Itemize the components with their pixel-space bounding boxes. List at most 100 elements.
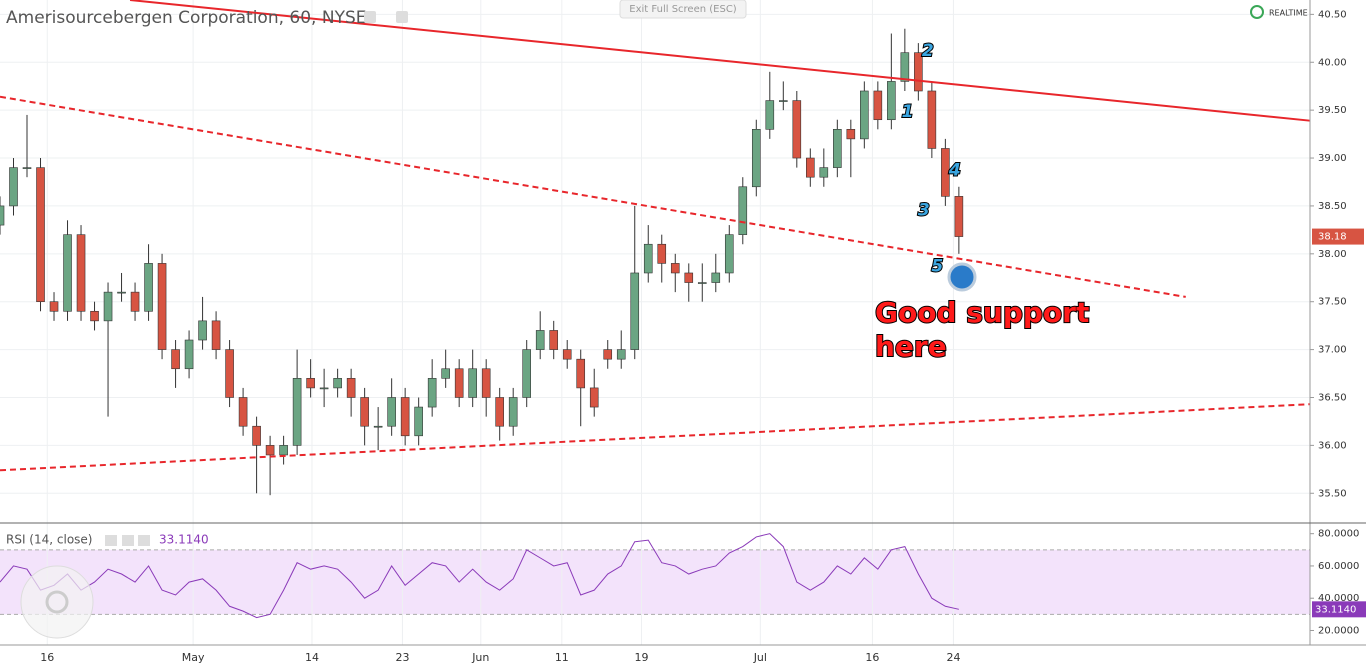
candle-body [576, 358, 586, 389]
x-tick-label: 23 [395, 651, 409, 664]
y-tick-label: 39.50 [1318, 105, 1347, 116]
candle-body [144, 263, 153, 312]
exit-button[interactable] [619, 0, 747, 19]
navigation-control[interactable] [20, 565, 94, 639]
candle-body [873, 90, 883, 121]
candle-body [49, 301, 59, 312]
candle-body [265, 445, 275, 456]
last-price-tag [1312, 228, 1364, 245]
candle-body [508, 397, 518, 427]
candle-body [319, 387, 329, 390]
candle-body [481, 368, 491, 398]
candle-body [792, 100, 802, 159]
candle-body [603, 349, 613, 360]
candle-body [427, 378, 437, 408]
settings-icon[interactable] [396, 11, 408, 23]
candle-body [103, 291, 113, 322]
y-tick-label: 38.00 [1318, 249, 1347, 260]
y-tick-label: 38.50 [1318, 201, 1347, 212]
x-tick-label: 11 [555, 651, 569, 664]
settings-icon[interactable] [364, 11, 376, 23]
candle-body [630, 272, 640, 350]
y-tick-label: 36.00 [1318, 440, 1347, 451]
candle-body [684, 272, 694, 283]
rsi-title: RSI (14, close) [6, 533, 92, 547]
y-tick-label: 39.00 [1318, 153, 1347, 164]
candle-body [400, 397, 410, 437]
candle-body [697, 282, 707, 284]
x-tick-label: May [182, 651, 205, 664]
y-tick-label: 80.0000 [1318, 529, 1359, 540]
candle-body [778, 100, 788, 102]
candle-body [292, 378, 302, 446]
settings-icon[interactable] [105, 535, 117, 546]
grid [0, 0, 1310, 645]
candle-body [724, 234, 734, 274]
candle-body [522, 349, 532, 398]
x-tick-label: 19 [634, 651, 648, 664]
y-tick-label: 37.50 [1318, 297, 1347, 308]
y-tick-label: 60.0000 [1318, 561, 1359, 572]
candle-body [211, 320, 221, 350]
candle-body [616, 349, 626, 360]
realtime-label: REALTIME [1269, 9, 1308, 18]
y-tick-label: 20.0000 [1318, 625, 1359, 636]
candle-body [184, 339, 194, 370]
candle-body [346, 378, 356, 398]
candle-body [738, 186, 748, 235]
annotation: here [875, 330, 947, 363]
settings-icon[interactable] [138, 535, 150, 546]
candle-body [279, 445, 288, 456]
candle-body [90, 310, 99, 322]
candle-body [643, 243, 653, 274]
y-tick-label: 40.0000 [1318, 593, 1359, 604]
wave-label: 4 [948, 160, 961, 180]
wave-label: 3 [918, 201, 930, 221]
candle-body [441, 368, 450, 379]
candle-body [306, 378, 315, 389]
candle-body [130, 291, 140, 312]
candle-body [819, 167, 829, 178]
candle-body [171, 349, 180, 370]
rsi-band [0, 549, 1310, 615]
candle-body [549, 330, 559, 350]
candle-body [76, 234, 86, 312]
candle-body [846, 129, 856, 140]
x-tick-label: 16 [865, 651, 879, 664]
x-tick-label: Jun [471, 651, 489, 664]
candle-body [63, 234, 72, 312]
candle-body [806, 157, 815, 178]
last-rsi-tag [1312, 601, 1366, 618]
last-price-label: 38.18 [1318, 232, 1347, 243]
candle-body [927, 90, 937, 149]
candle-body [373, 425, 383, 428]
wave-label: 2 [922, 41, 934, 61]
candle-body [117, 291, 126, 294]
settings-icon[interactable] [122, 535, 134, 546]
x-tick-label: 24 [946, 651, 960, 664]
x-tick-label: 14 [305, 651, 319, 664]
navigation-reset[interactable] [45, 590, 69, 614]
candle-body [333, 378, 342, 389]
candle-body [22, 167, 32, 169]
candle-body [941, 148, 950, 197]
candle-body [914, 52, 923, 92]
thumbs-up-icon [947, 262, 977, 292]
candle-body [468, 368, 477, 398]
rsi-line [0, 533, 959, 619]
candle-body [36, 167, 45, 303]
candle-body [157, 263, 167, 350]
trend-line [0, 403, 1311, 472]
candle-body [387, 397, 396, 427]
wave-label: 1 [902, 102, 914, 122]
candle-body [9, 167, 18, 207]
candle-body [833, 129, 842, 168]
y-tick-label: 37.00 [1318, 345, 1347, 356]
realtime-icon [1250, 5, 1264, 19]
candle-body [360, 397, 369, 427]
candle-body [887, 81, 896, 121]
rsi-value: 33.1140 [159, 533, 209, 547]
wave-label: 5 [931, 256, 943, 276]
candle-body [252, 425, 261, 446]
